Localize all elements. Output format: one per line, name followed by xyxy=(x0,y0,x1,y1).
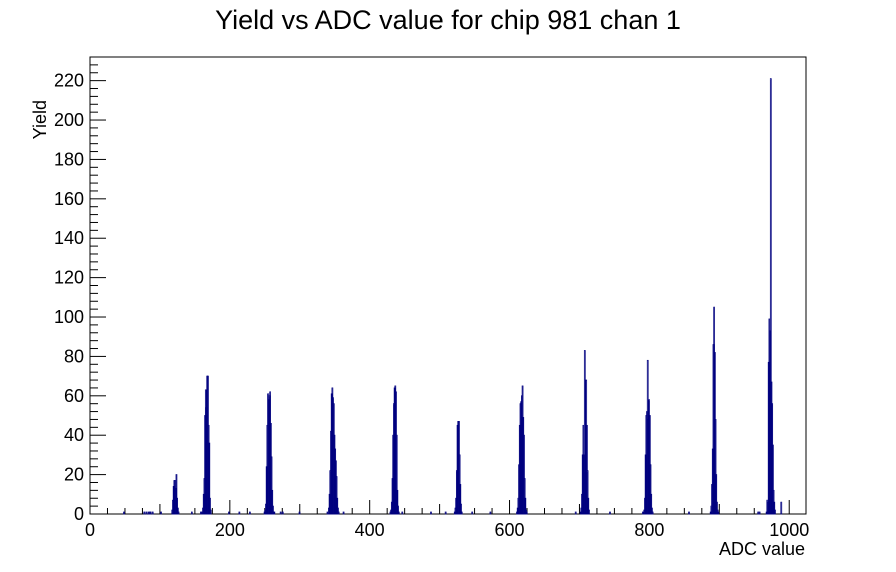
histogram-bin xyxy=(588,509,590,515)
histogram-bin xyxy=(780,501,783,515)
y-tick-label: 40 xyxy=(64,425,84,445)
histogram-bin xyxy=(190,511,193,515)
histogram-bin xyxy=(228,511,230,515)
histogram-bin xyxy=(145,511,148,515)
histogram-bin xyxy=(298,511,301,515)
histogram-bin xyxy=(149,511,152,515)
histogram-bin xyxy=(717,511,720,515)
x-tick-label: 200 xyxy=(215,520,245,540)
histogram-bin xyxy=(209,509,212,515)
histogram-series xyxy=(123,78,783,515)
x-tick-label: 600 xyxy=(495,520,525,540)
histogram-bin xyxy=(143,511,146,515)
histogram-bin xyxy=(758,511,761,515)
y-tick-label: 100 xyxy=(54,307,84,327)
plot-area: 0 200 400 600 800 1000 0 20 40 60 80 100 120 140 160 18… xyxy=(54,56,809,540)
histogram-bin xyxy=(281,511,284,515)
histogram-bin xyxy=(326,511,329,515)
histogram-bin xyxy=(273,511,276,515)
y-tick-label: 60 xyxy=(64,386,84,406)
histogram-bin xyxy=(238,511,241,515)
x-tick-label: 800 xyxy=(634,520,664,540)
histogram-bin xyxy=(574,511,577,515)
histogram-bin xyxy=(279,511,282,515)
y-tick-label: 120 xyxy=(54,268,84,288)
histogram-bin xyxy=(757,511,760,515)
histogram-bin xyxy=(177,511,180,515)
x-tick-label: 0 xyxy=(85,520,95,540)
histogram-bin xyxy=(471,511,474,515)
x-tick-label: 400 xyxy=(355,520,385,540)
y-axis-label: Yield xyxy=(30,100,50,139)
x-tick-label: 1000 xyxy=(769,520,809,540)
histogram-bin xyxy=(147,511,150,515)
histogram-bin xyxy=(641,511,644,515)
y-tick-label: 220 xyxy=(54,71,84,91)
chart-title: Yield vs ADC value for chip 981 chan 1 xyxy=(215,5,681,35)
histogram-bin xyxy=(342,511,345,515)
histogram-bin xyxy=(151,511,154,515)
histogram-bin xyxy=(489,511,492,515)
y-tick-label: 200 xyxy=(54,110,84,130)
y-tick-label: 140 xyxy=(54,228,84,248)
histogram-bin xyxy=(200,511,203,515)
histogram-bin xyxy=(337,511,340,515)
histogram-bin xyxy=(609,511,611,515)
histogram-bin xyxy=(249,511,251,515)
histogram-bin xyxy=(444,511,447,515)
y-tick-label: 180 xyxy=(54,149,84,169)
histogram-bin xyxy=(401,511,404,515)
histogram-bin xyxy=(651,511,654,515)
y-tick-label: 80 xyxy=(64,346,84,366)
y-tick-label: 160 xyxy=(54,189,84,209)
histogram-bin xyxy=(160,511,162,515)
histogram-bin xyxy=(430,511,432,515)
histogram-bin xyxy=(688,511,690,515)
histogram-bin xyxy=(123,511,125,515)
x-axis-label: ADC value xyxy=(719,539,805,559)
histogram-bin xyxy=(525,511,528,515)
y-tick-label: 20 xyxy=(64,465,84,485)
y-tick-label: 0 xyxy=(74,504,84,524)
histogram-bin xyxy=(460,511,463,515)
histogram-bin xyxy=(774,509,776,515)
histogram-bin xyxy=(397,511,400,515)
